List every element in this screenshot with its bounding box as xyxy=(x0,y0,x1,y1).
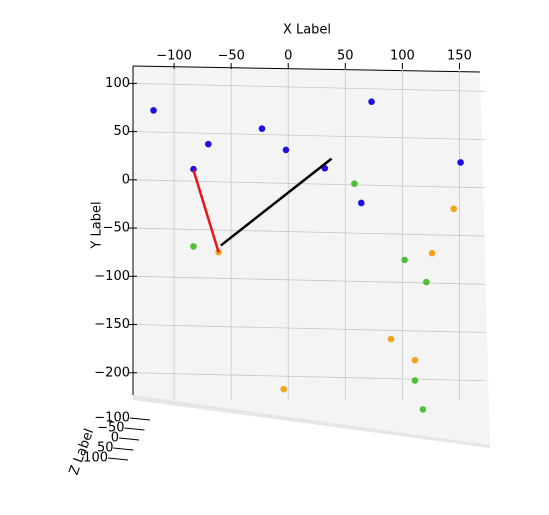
x-tick-label: 150 xyxy=(447,49,472,64)
pane xyxy=(133,66,490,445)
point xyxy=(190,165,197,173)
tick-mark xyxy=(124,427,145,431)
point xyxy=(401,256,408,264)
x-tick-label: 0 xyxy=(284,49,292,64)
point xyxy=(282,146,290,154)
point xyxy=(190,243,197,250)
line xyxy=(192,169,220,253)
grid-line xyxy=(132,227,486,237)
floor-pane xyxy=(133,395,490,448)
grid-line xyxy=(132,131,486,140)
x-tick-label: 50 xyxy=(337,49,354,64)
point xyxy=(280,385,287,393)
point xyxy=(457,159,464,166)
point xyxy=(419,406,427,413)
y-tick-label: 0 xyxy=(122,172,130,187)
point xyxy=(428,249,436,257)
y-tick-label: 100 xyxy=(105,76,130,91)
y-tick-label: 50 xyxy=(113,124,130,139)
x-axis-label: X Label xyxy=(283,23,331,38)
z-tick-label: 100 xyxy=(83,451,108,466)
point xyxy=(351,180,358,187)
z-tick-label: 50 xyxy=(97,441,114,456)
point xyxy=(357,199,365,207)
line xyxy=(220,157,333,247)
point xyxy=(411,377,419,384)
grid-line xyxy=(132,324,486,333)
y-tick-label: −150 xyxy=(94,317,130,332)
x-tick-label: −100 xyxy=(156,49,192,64)
y-tick-label: −200 xyxy=(94,365,130,380)
x-tick-label: −50 xyxy=(217,49,244,64)
grid-line xyxy=(132,372,486,382)
point xyxy=(150,107,157,114)
tick-mark xyxy=(118,437,140,441)
axis-line xyxy=(132,65,481,73)
point xyxy=(411,356,419,364)
z-tick-label: 0 xyxy=(111,431,119,446)
y-tick-label: −50 xyxy=(103,221,130,236)
point xyxy=(423,278,430,286)
tick-mark xyxy=(107,457,129,461)
tick-mark xyxy=(113,447,134,451)
tick-mark xyxy=(129,417,151,421)
point xyxy=(387,335,395,343)
x-tick-label: 100 xyxy=(390,49,415,64)
grid-line xyxy=(132,179,486,189)
point xyxy=(205,140,212,148)
z-tick-label: −50 xyxy=(97,421,124,436)
grid-line xyxy=(132,82,486,92)
point xyxy=(368,98,375,105)
point xyxy=(258,125,266,133)
y-axis-label: Y Label xyxy=(90,201,105,249)
point xyxy=(450,205,458,213)
z-tick-label: −100 xyxy=(94,411,130,426)
y-tick-label: −100 xyxy=(94,269,130,284)
